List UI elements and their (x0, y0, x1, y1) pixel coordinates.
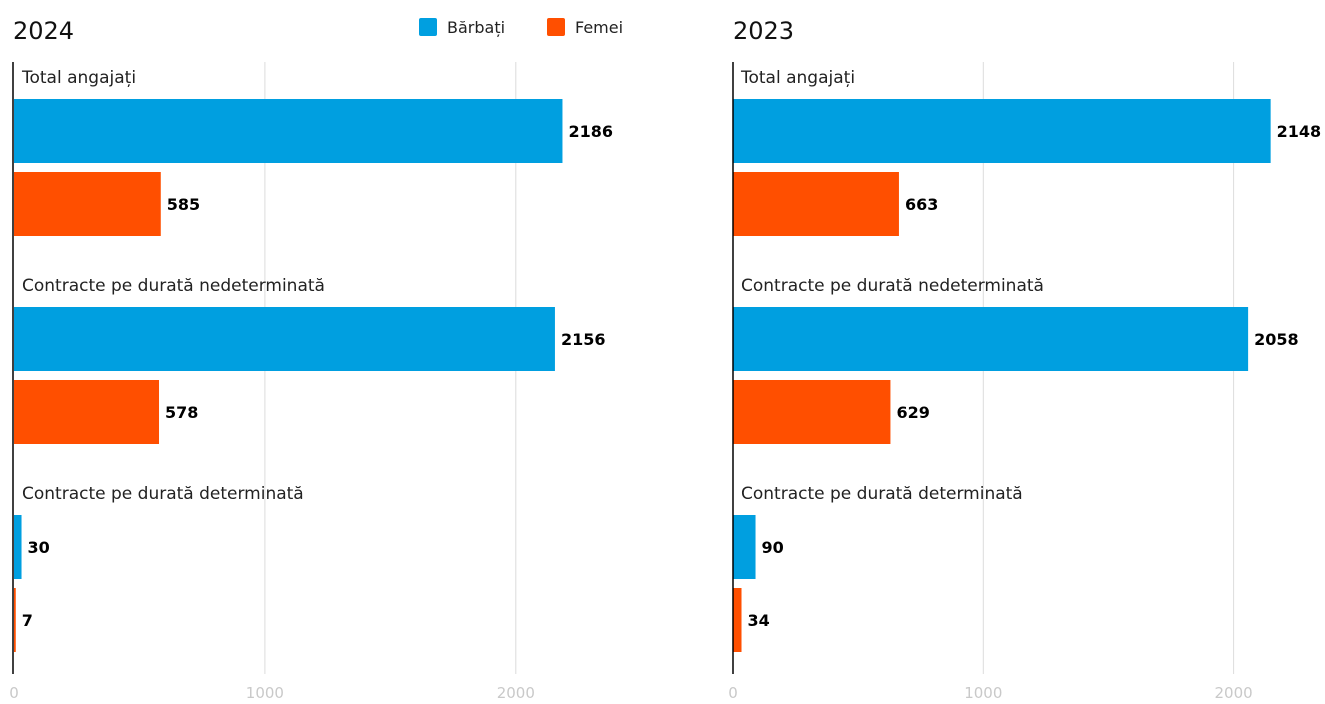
bar-barbati-total-angajati (733, 99, 1271, 163)
value-label: 2058 (1254, 330, 1299, 349)
category-label-total-angajati: Total angajați (21, 68, 136, 88)
category-label-contracte-pe-durata-nedeterminata: Contracte pe durată nedeterminată (22, 276, 325, 296)
legend-label-barbati: Bărbați (447, 18, 505, 37)
category-label-contracte-pe-durata-determinata: Contracte pe durată determinată (22, 484, 304, 504)
x-tick-label: 2000 (497, 684, 535, 702)
bar-femei-contracte-pe-durata-nedeterminata (733, 380, 891, 444)
value-label: 2148 (1277, 122, 1322, 141)
x-tick-label: 0 (9, 684, 19, 702)
bar-barbati-contracte-pe-durata-determinata (14, 515, 22, 579)
legend-label-femei: Femei (575, 18, 623, 37)
bar-femei-total-angajati (733, 172, 899, 236)
bar-barbati-contracte-pe-durata-nedeterminata (14, 307, 555, 371)
category-label-total-angajati: Total angajați (740, 68, 855, 88)
legend-swatch-barbati (419, 18, 437, 36)
value-label: 34 (748, 611, 770, 630)
chart-panel-2024: 2024 0 1000 2000 Total angajați 2186 585 Contra… (9, 17, 613, 702)
bar-femei-contracte-pe-durata-determinata (733, 588, 742, 652)
chart-title: 2024 (13, 17, 74, 45)
bar-femei-contracte-pe-durata-determinata (14, 588, 16, 652)
legend: Bărbați Femei (419, 18, 623, 37)
x-tick-label: 0 (728, 684, 738, 702)
bar-femei-total-angajati (14, 172, 161, 236)
x-tick-label: 1000 (246, 684, 284, 702)
value-label: 585 (167, 195, 200, 214)
value-label: 90 (762, 538, 784, 557)
bar-barbati-contracte-pe-durata-determinata (733, 515, 756, 579)
x-tick-label: 1000 (964, 684, 1002, 702)
value-label: 663 (905, 195, 938, 214)
value-label: 578 (165, 403, 198, 422)
value-label: 2186 (568, 122, 613, 141)
bar-barbati-contracte-pe-durata-nedeterminata (733, 307, 1249, 371)
category-label-contracte-pe-durata-determinata: Contracte pe durată determinată (741, 484, 1023, 504)
chart-panel-2023: 2023 0 1000 2000 Total angajați 2148 663 Contra… (728, 17, 1321, 702)
value-label: 30 (28, 538, 50, 557)
category-label-contracte-pe-durata-nedeterminata: Contracte pe durată nedeterminată (741, 276, 1044, 296)
value-label: 629 (896, 403, 929, 422)
value-label: 2156 (561, 330, 606, 349)
chart-title: 2023 (733, 17, 794, 45)
bar-barbati-total-angajati (14, 99, 563, 163)
x-tick-label: 2000 (1215, 684, 1253, 702)
legend-swatch-femei (547, 18, 565, 36)
bar-femei-contracte-pe-durata-nedeterminata (14, 380, 160, 444)
value-label: 7 (22, 611, 33, 630)
